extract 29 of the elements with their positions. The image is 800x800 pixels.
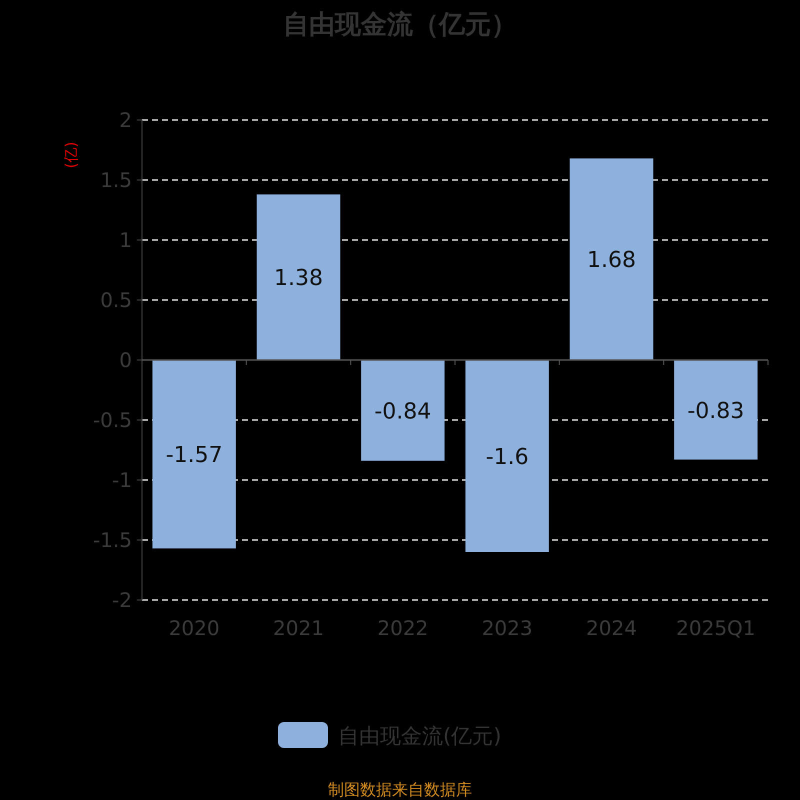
y-axis-title: (亿): [62, 142, 80, 168]
bar: [152, 360, 236, 548]
y-tick-label: -0.5: [92, 408, 132, 432]
data-label: -0.83: [687, 398, 744, 424]
y-tick-label: 1: [119, 228, 132, 252]
x-tick-label: 2021: [273, 616, 324, 640]
x-tick-label: 2024: [586, 616, 637, 640]
data-label: 1.68: [587, 248, 636, 274]
data-label: -1.57: [166, 443, 223, 468]
x-tick-label: 2020: [168, 616, 220, 640]
data-label: -0.84: [374, 399, 432, 424]
y-tick-label: 1.5: [100, 168, 132, 192]
x-tick-label: 2023: [482, 616, 533, 640]
bar: [465, 360, 549, 552]
text: 制图数据来自数据库: [328, 780, 472, 799]
y-tick-label: -1.5: [92, 528, 132, 552]
y-tick-label: 0.5: [100, 288, 132, 312]
bar: [570, 158, 654, 360]
bar: [361, 360, 445, 461]
data-label: 1.38: [274, 266, 323, 292]
bar: [256, 194, 340, 360]
y-tick-label: 2: [119, 108, 132, 132]
y-tick-label: 0: [119, 348, 132, 372]
y-tick-label: -2: [112, 588, 132, 612]
data-label: -1.6: [486, 445, 529, 470]
x-tick-label: 2025Q1: [676, 616, 756, 640]
x-tick-label: 2022: [377, 616, 428, 640]
bar: [674, 360, 758, 460]
y-tick-label: -1: [112, 468, 132, 492]
